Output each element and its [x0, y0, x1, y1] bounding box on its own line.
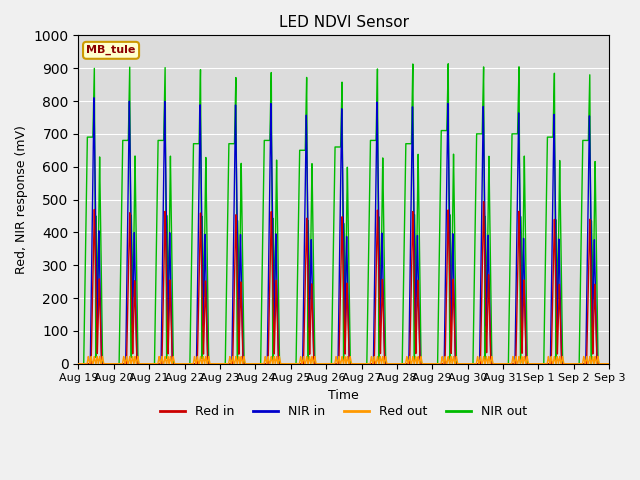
Y-axis label: Red, NIR response (mV): Red, NIR response (mV) — [15, 125, 28, 274]
Legend: Red in, NIR in, Red out, NIR out: Red in, NIR in, Red out, NIR out — [156, 400, 532, 423]
Text: MB_tule: MB_tule — [86, 45, 136, 56]
X-axis label: Time: Time — [328, 389, 359, 402]
Title: LED NDVI Sensor: LED NDVI Sensor — [279, 15, 409, 30]
